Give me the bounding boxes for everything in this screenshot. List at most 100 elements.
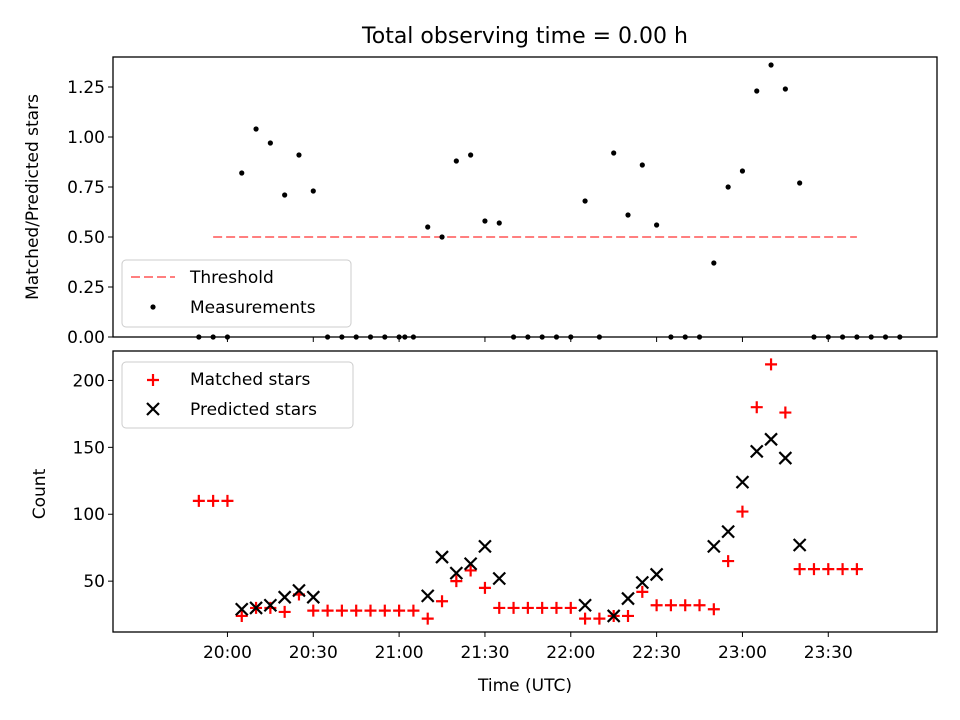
- measurement-point: [754, 88, 760, 94]
- matched-star-marker: [407, 604, 420, 617]
- matched-star-marker: [807, 563, 820, 576]
- matched-star-marker: [650, 599, 663, 612]
- matched-star-marker: [750, 401, 763, 414]
- ratio-axes-frame: [112, 56, 938, 338]
- count-y-tick-label: 100: [73, 505, 105, 525]
- predicted-star-marker: [435, 550, 449, 564]
- measurement-point: [739, 168, 746, 174]
- measurement-point: [625, 212, 631, 218]
- time-tick-label: 20:30: [289, 643, 338, 663]
- time-tick-label: 21:00: [375, 643, 424, 663]
- chart-title: Total observing time = 0.00 h: [361, 24, 688, 49]
- count-axes-frame: [112, 350, 938, 633]
- measurement-point: [439, 234, 445, 240]
- matched-star-marker: [393, 604, 406, 617]
- matched-legend-label: Matched stars: [190, 370, 310, 390]
- predicted-legend-label: Predicted stars: [190, 400, 317, 420]
- ratio-y-tick-label: 0.00: [67, 328, 105, 348]
- count-y-tick-label: 50: [83, 572, 105, 592]
- matched-star-marker: [278, 605, 291, 618]
- predicted-star-marker: [420, 589, 435, 603]
- time-tick-label: 23:00: [718, 643, 767, 663]
- predicted-star-marker: [635, 575, 650, 590]
- matched-star-marker: [550, 601, 563, 614]
- measurement-point: [425, 224, 431, 230]
- threshold-legend-label: Threshold: [189, 268, 274, 288]
- measurement-point: [782, 86, 788, 92]
- matched-star-marker: [464, 564, 477, 577]
- matched-legend-swatch: [147, 374, 159, 386]
- matched-star-marker: [836, 563, 849, 576]
- predicted-star-marker: [463, 556, 478, 571]
- matched-star-marker: [507, 601, 520, 614]
- count-y-axis-label: Count: [30, 468, 50, 519]
- ratio-y-axis-label: Matched/Predicted stars: [23, 94, 43, 300]
- measurements-legend-swatch: [150, 304, 156, 310]
- time-tick-label: 22:00: [546, 643, 595, 663]
- count-legend: Matched stars Predicted stars: [121, 361, 354, 429]
- ratio-y-tick-label: 1.00: [67, 128, 105, 148]
- measurement-point: [253, 126, 259, 132]
- predicted-star-marker: [707, 539, 721, 554]
- measurement-point: [711, 260, 717, 266]
- measurement-point: [482, 218, 488, 224]
- matched-star-marker: [192, 494, 205, 507]
- matched-star-marker: [765, 358, 778, 371]
- predicted-star-marker: [721, 524, 735, 539]
- matched-star-marker: [722, 555, 735, 568]
- predicted-star-marker: [277, 590, 292, 604]
- predicted-legend-swatch: [146, 402, 160, 416]
- predicted-star-marker: [649, 567, 664, 582]
- measurement-point: [296, 152, 302, 158]
- matched-star-marker: [679, 599, 692, 612]
- predicted-star-marker: [449, 566, 464, 580]
- measurement-point: [310, 188, 316, 194]
- matched-star-marker: [564, 601, 577, 614]
- predicted-star-marker: [306, 590, 321, 604]
- measurement-point: [654, 222, 660, 228]
- predicted-star-marker: [578, 598, 592, 613]
- ratio-y-tick-label: 1.25: [67, 78, 105, 98]
- matched-star-marker: [822, 563, 835, 576]
- predicted-star-marker: [792, 538, 807, 552]
- measurement-point: [453, 158, 459, 164]
- count-panel: 50 100 150 200 20:00 20:30 21:00 21:30 22:00 22:…: [30, 350, 938, 696]
- matched-star-marker: [622, 609, 634, 622]
- measurement-point: [611, 150, 617, 156]
- matched-star-marker: [707, 603, 720, 616]
- matched-star-marker: [850, 563, 863, 576]
- ratio-y-tick-label: 0.25: [67, 278, 105, 298]
- measurements-legend-label: Measurements: [190, 298, 316, 318]
- predicted-star-marker: [606, 609, 621, 623]
- time-tick-label: 21:30: [460, 643, 509, 663]
- ratio-panel: 0.00 0.25 0.50 0.75 1.00 1.25 Matched/Predict…: [23, 56, 938, 348]
- matched-star-marker: [636, 585, 649, 598]
- predicted-star-marker: [621, 591, 635, 606]
- matched-star-marker: [450, 575, 463, 588]
- measurement-point: [239, 170, 245, 176]
- matched-star-marker: [593, 612, 606, 625]
- measurement-point: [797, 180, 803, 186]
- matched-star-marker: [664, 599, 677, 612]
- predicted-star-marker: [764, 432, 778, 447]
- count-y-tick-label: 200: [73, 371, 105, 391]
- measurement-point: [768, 62, 774, 68]
- matched-star-marker: [521, 601, 534, 614]
- predicted-star-marker: [249, 601, 263, 615]
- time-tick-label: 22:30: [632, 643, 681, 663]
- matched-star-marker: [736, 505, 749, 518]
- matched-star-marker: [493, 601, 506, 614]
- predicted-star-marker: [234, 602, 249, 617]
- predicted-star-marker: [263, 598, 278, 613]
- matched-star-marker: [478, 581, 491, 594]
- matched-star-marker: [378, 604, 391, 617]
- matched-star-marker: [221, 494, 234, 507]
- measurement-point: [582, 198, 588, 204]
- measurement-point: [639, 162, 645, 168]
- matched-star-marker: [536, 601, 549, 614]
- predicted-star-marker: [292, 583, 306, 598]
- matched-star-marker: [321, 604, 334, 617]
- x-axis-label: Time (UTC): [477, 676, 572, 696]
- predicted-star-marker: [778, 451, 793, 465]
